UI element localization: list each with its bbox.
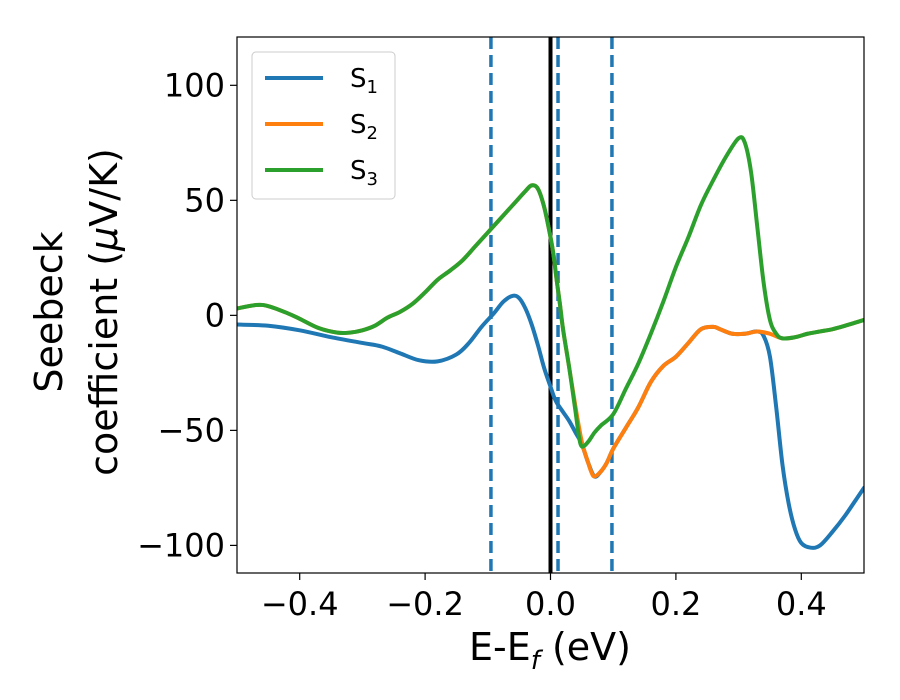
legend-label-s3: S3 xyxy=(350,156,378,190)
plot-area: −0.4 −0.2 0.0 0.2 0.4 100 50 0 −50 −100 xyxy=(137,36,865,623)
y-tick-label: −50 xyxy=(157,411,225,449)
x-tick-label: 0.0 xyxy=(525,585,576,623)
series-lines xyxy=(237,135,864,550)
y-tick-label: 50 xyxy=(184,181,225,219)
y-axis-ticks: 100 50 0 −50 −100 xyxy=(137,66,237,564)
x-tick-label: 0.2 xyxy=(650,585,701,623)
y-axis-label-line2: coefficient (μV/K) xyxy=(82,148,126,476)
legend-label-s2: S2 xyxy=(350,110,378,144)
x-tick-label: 0.4 xyxy=(776,585,827,623)
legend-box xyxy=(251,51,396,200)
legend-label-s1: S1 xyxy=(350,64,378,98)
reference-lines xyxy=(489,37,614,573)
legend: S1 S2 S3 xyxy=(251,51,396,200)
y-axis-label: Seebeck coefficient (μV/K) xyxy=(27,148,126,476)
x-axis-ticks: −0.4 −0.2 0.0 0.2 0.4 xyxy=(261,573,827,623)
y-tick-label: 0 xyxy=(205,296,225,334)
y-tick-label: −100 xyxy=(137,526,225,564)
x-axis-label: E-Ef (eV) xyxy=(469,625,631,676)
y-tick-label: 100 xyxy=(164,66,225,104)
x-tick-label: −0.2 xyxy=(386,585,464,623)
series-line-s3 xyxy=(237,135,864,449)
x-tick-label: −0.4 xyxy=(261,585,339,623)
y-axis-label-line1: Seebeck xyxy=(27,231,71,392)
